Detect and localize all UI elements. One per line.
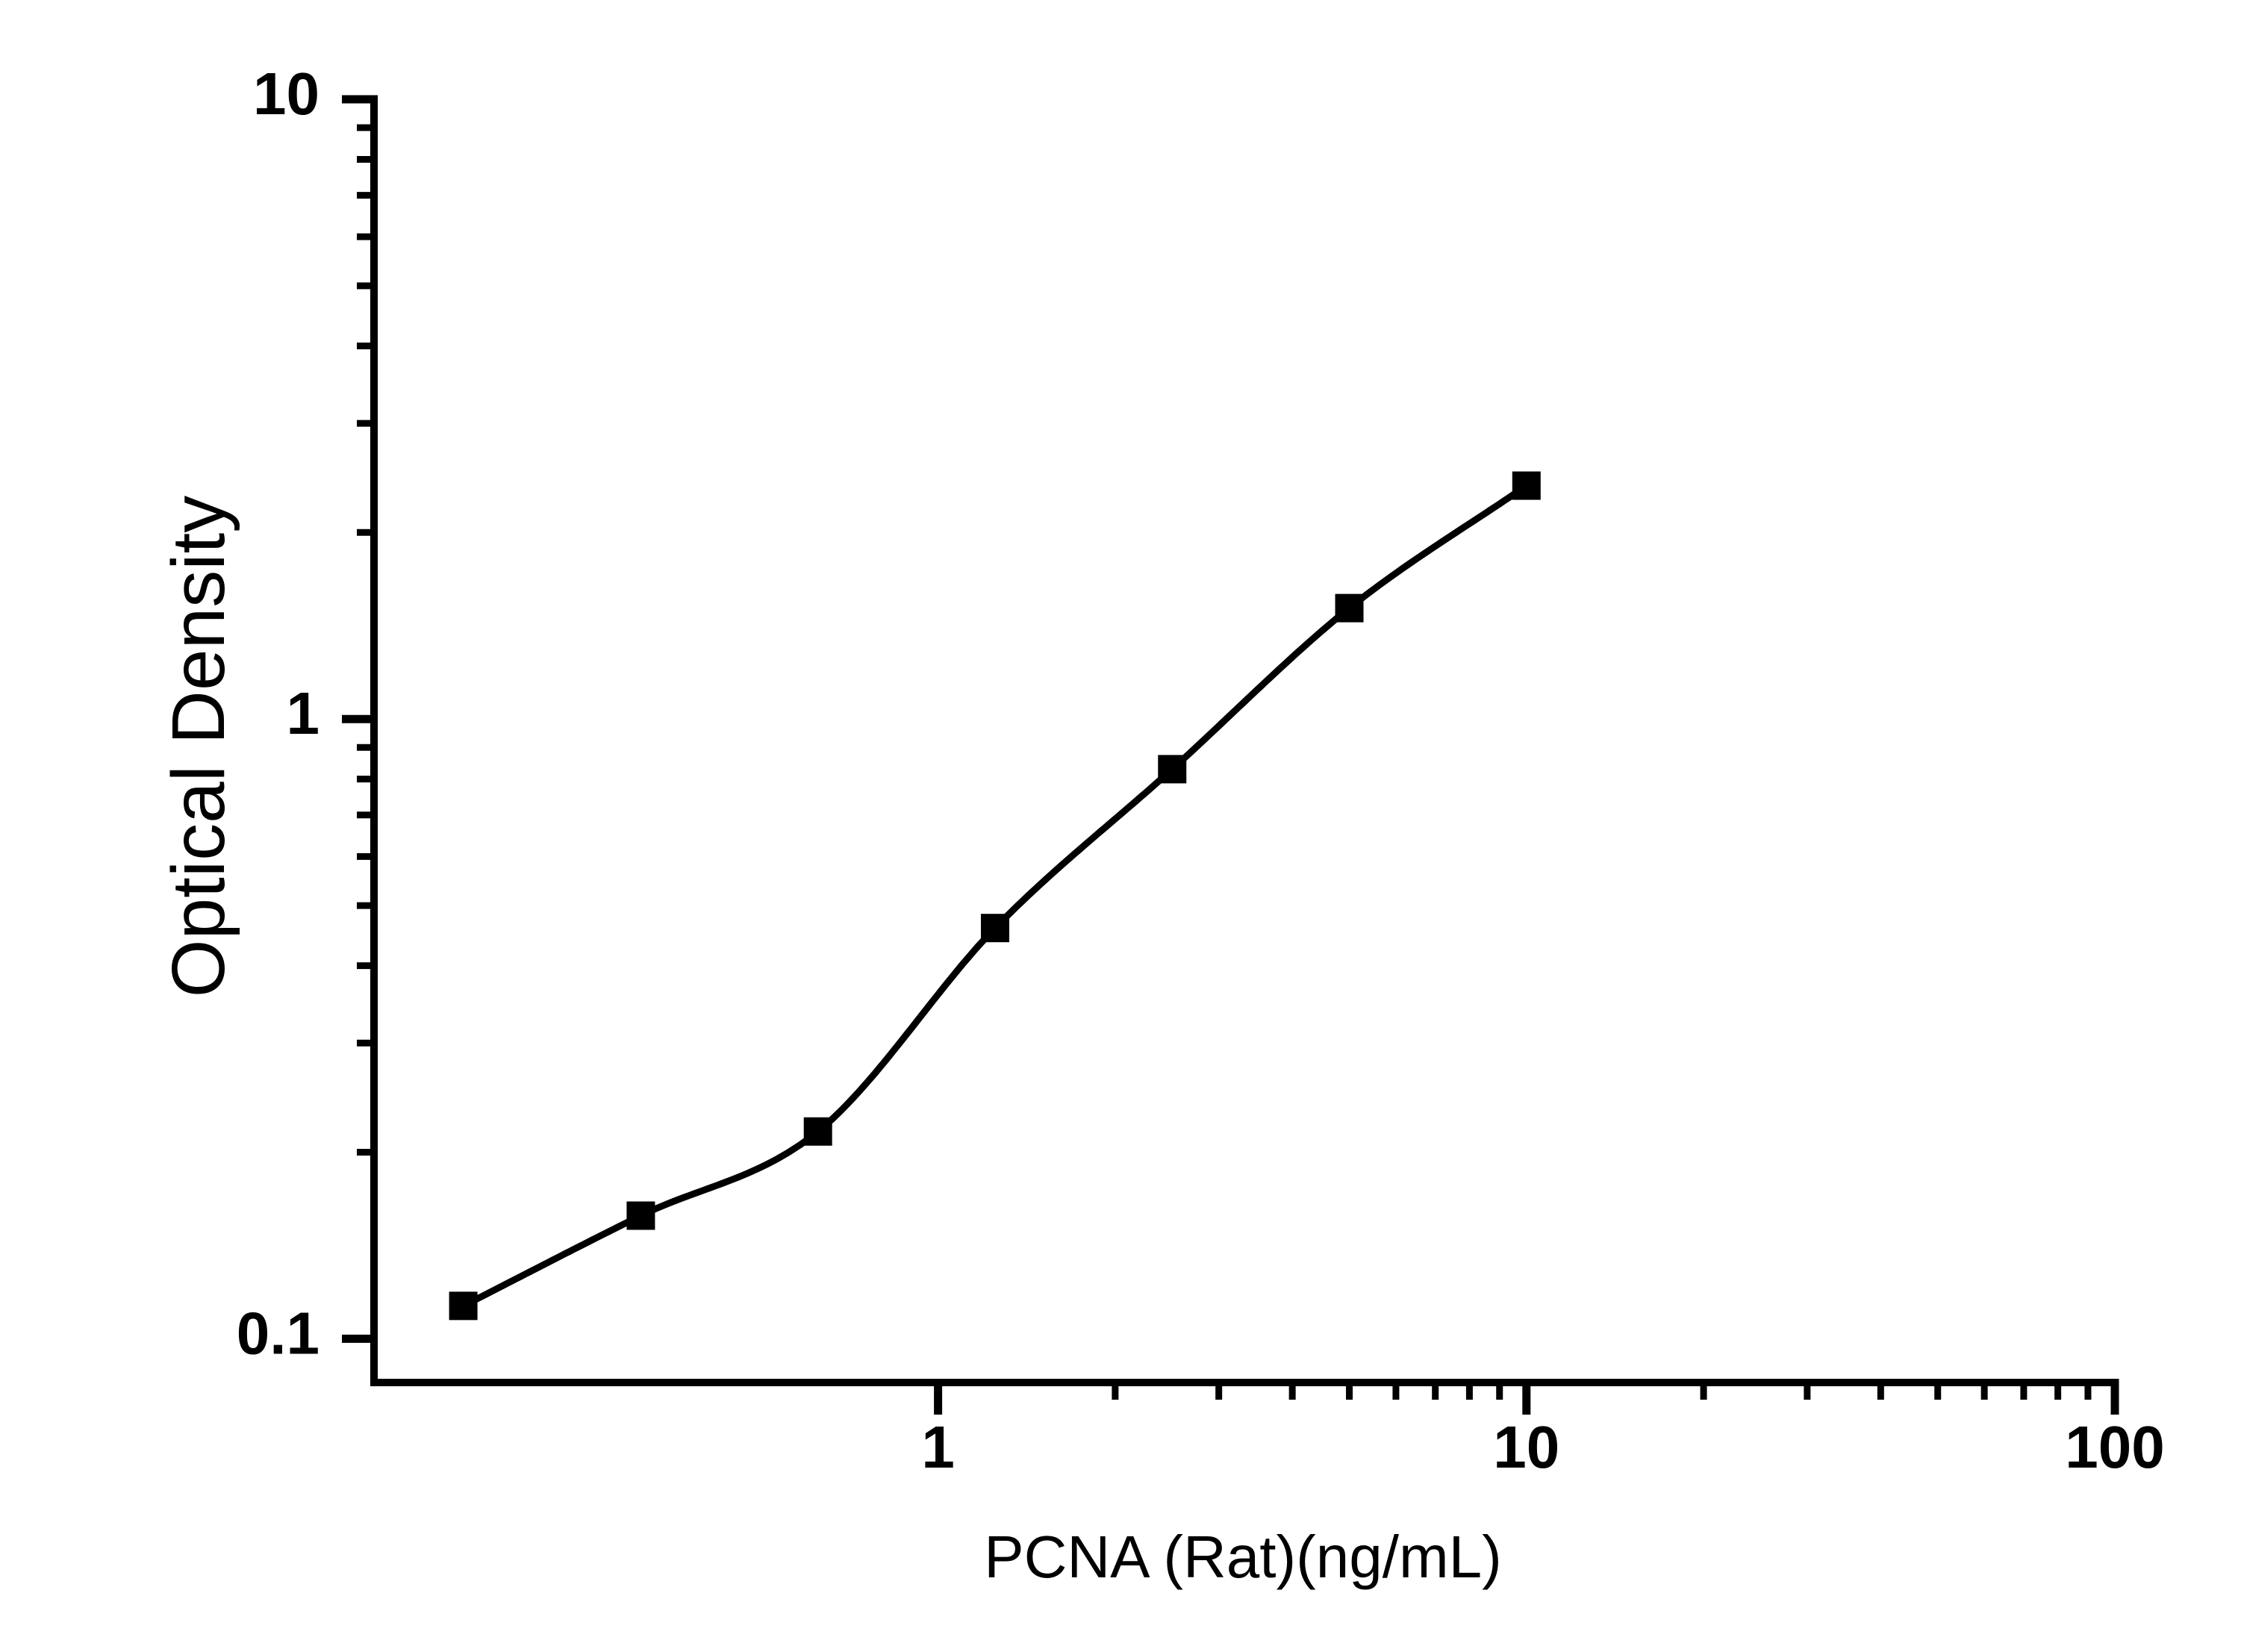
data-point — [803, 1117, 832, 1146]
x-tick-label: 100 — [2065, 1414, 2164, 1480]
data-point — [980, 914, 1009, 943]
data-point — [1335, 593, 1364, 623]
major-ticks — [342, 95, 2119, 1415]
axis-lines — [370, 95, 2119, 1386]
tick-labels: 1 10 100 0.1 1 10 — [237, 60, 2165, 1480]
minor-ticks — [357, 124, 2092, 1400]
x-tick-label: 1 — [921, 1414, 955, 1480]
y-tick-label: 10 — [253, 60, 320, 127]
data-point — [1512, 471, 1541, 500]
data-point — [449, 1291, 478, 1321]
data-point — [1158, 755, 1187, 784]
fit-curve — [460, 482, 1530, 1309]
axes — [370, 95, 2119, 1386]
data-points — [449, 471, 1541, 1321]
y-tick-label: 1 — [287, 680, 320, 746]
y-tick-label: 0.1 — [237, 1300, 320, 1366]
y-axis-title: Optical Density — [157, 496, 240, 997]
x-tick-label: 10 — [1493, 1414, 1559, 1480]
x-axis-title: PCNA (Rat)(ng/mL) — [984, 1524, 1501, 1590]
data-point — [626, 1201, 655, 1230]
